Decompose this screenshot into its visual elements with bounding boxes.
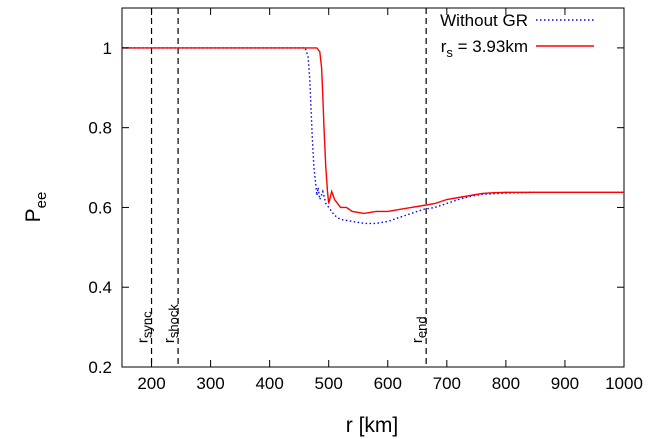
x-tick-label: 300	[196, 374, 224, 393]
x-tick-label: 1000	[605, 374, 643, 393]
legend-label-rs-rest: = 3.93km	[453, 37, 528, 56]
legend-label-rs: rs = 3.93km	[441, 37, 528, 60]
x-tick-label: 600	[374, 374, 402, 393]
y-tick-label: 0.8	[88, 119, 112, 138]
y-tick-label: 0.2	[88, 358, 112, 377]
vertical-marker-label-sync: rsync	[135, 311, 155, 343]
y-tick-label: 0.6	[88, 198, 112, 217]
series-line-without-gr	[122, 48, 624, 224]
y-axis-title: Pee	[22, 192, 50, 223]
vertical-marker-label-shock: rshock	[161, 304, 181, 343]
series-layer	[122, 48, 624, 224]
plot-frame	[122, 8, 624, 367]
x-axis-title: r [km]	[346, 414, 399, 437]
series-line-rs	[122, 48, 624, 214]
x-tick-label: 800	[492, 374, 520, 393]
y-tick-label: 0.4	[88, 278, 112, 297]
x-tick-label: 700	[433, 374, 461, 393]
legend-label-without-gr: Without GR	[440, 11, 528, 30]
x-tick-label: 200	[137, 374, 165, 393]
y-tick-label: 1	[103, 39, 112, 58]
y-axis-title-subscript: ee	[33, 192, 50, 209]
x-tick-label: 400	[255, 374, 283, 393]
legend: Without GR rs = 3.93km	[440, 11, 594, 60]
x-tick-label: 900	[551, 374, 579, 393]
x-tick-label: 500	[315, 374, 343, 393]
